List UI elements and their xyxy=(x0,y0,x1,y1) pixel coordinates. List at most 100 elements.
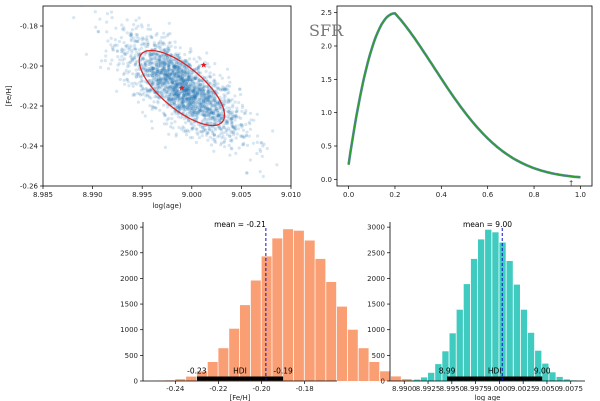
scatter-point xyxy=(175,89,179,93)
scatter-point xyxy=(128,46,132,50)
scatter-point xyxy=(249,118,253,122)
scatter-point xyxy=(184,69,188,73)
scatter-point xyxy=(191,79,195,83)
scatter-point xyxy=(165,73,169,77)
scatter-point xyxy=(153,95,157,99)
scatter-point xyxy=(165,89,169,94)
scatter-point xyxy=(167,65,171,69)
scatter-point xyxy=(150,119,154,123)
scatter-point xyxy=(168,72,172,76)
scatter-point xyxy=(179,77,183,81)
scatter-point xyxy=(134,75,139,79)
scatter-point xyxy=(210,111,214,115)
scatter-point xyxy=(168,85,172,89)
scatter-point xyxy=(109,43,113,47)
scatter-point xyxy=(173,92,177,96)
scatter-point xyxy=(147,62,151,66)
scatter-point xyxy=(149,96,153,100)
scatter-point xyxy=(165,86,169,90)
scatter-point xyxy=(155,78,159,82)
scatter-point xyxy=(171,64,175,68)
red-star-marker xyxy=(200,62,207,68)
scatter-point xyxy=(222,87,226,91)
scatter-point xyxy=(142,43,146,47)
scatter-point xyxy=(172,87,176,91)
scatter-point xyxy=(166,32,170,36)
scatter-point xyxy=(134,62,138,67)
scatter-point xyxy=(129,53,133,58)
scatter-point xyxy=(93,10,97,14)
scatter-point xyxy=(158,62,162,66)
scatter-point xyxy=(192,87,196,91)
scatter-point xyxy=(184,108,188,112)
scatter-point xyxy=(179,78,183,82)
scatter-point xyxy=(165,73,169,78)
scatter-point xyxy=(154,58,158,63)
scatter-point xyxy=(146,89,150,93)
scatter-point xyxy=(126,50,130,55)
scatter-point xyxy=(170,93,174,97)
scatter-point xyxy=(184,85,188,89)
scatter-point xyxy=(146,27,150,31)
scatter-point xyxy=(209,114,213,118)
scatter-point xyxy=(210,108,214,113)
scatter-point xyxy=(163,88,167,92)
scatter-point xyxy=(156,77,160,81)
scatter-point xyxy=(164,62,168,66)
scatter-point xyxy=(115,43,119,47)
scatter-point xyxy=(155,52,159,56)
scatter-point xyxy=(208,94,212,98)
scatter-point xyxy=(164,77,168,81)
scatter-point xyxy=(164,90,168,94)
scatter-point xyxy=(230,121,234,125)
scatter-point xyxy=(234,127,238,131)
scatter-point xyxy=(199,102,203,106)
scatter-point xyxy=(227,100,231,104)
scatter-point xyxy=(177,62,181,66)
scatter-point xyxy=(162,77,166,81)
scatter-point xyxy=(151,51,155,55)
scatter-point xyxy=(158,39,162,43)
sfr-band-line xyxy=(347,11,581,179)
scatter-point xyxy=(172,93,176,97)
scatter-point xyxy=(207,87,211,91)
scatter-point xyxy=(185,87,189,92)
scatter-point xyxy=(175,66,180,70)
scatter-point xyxy=(181,93,186,97)
scatter-point xyxy=(182,94,187,98)
scatter-point xyxy=(240,123,244,127)
scatter-point xyxy=(148,54,152,59)
scatter-point xyxy=(205,121,209,125)
scatter-point xyxy=(111,47,115,51)
scatter-point xyxy=(227,91,231,95)
scatter-point xyxy=(163,61,167,66)
scatter-point xyxy=(174,112,178,116)
scatter-point xyxy=(171,94,175,98)
scatter-point xyxy=(165,71,169,75)
scatter-point xyxy=(195,89,199,93)
scatter-point xyxy=(189,84,193,89)
scatter-point xyxy=(203,117,207,121)
scatter-point xyxy=(169,78,173,82)
scatter-point xyxy=(160,67,164,72)
scatter-point xyxy=(228,99,232,103)
scatter-point xyxy=(168,85,172,89)
scatter-point xyxy=(163,114,167,118)
scatter-point xyxy=(173,64,177,69)
scatter-point xyxy=(197,92,201,97)
scatter-point xyxy=(188,111,192,115)
scatter-point xyxy=(197,100,201,104)
scatter-point xyxy=(231,105,235,109)
scatter-point xyxy=(169,87,173,91)
scatter-point xyxy=(169,97,174,101)
age-hist-ytick-label: 1500 xyxy=(367,301,385,309)
scatter-point xyxy=(151,66,155,70)
scatter-point xyxy=(163,72,167,76)
scatter-point xyxy=(179,70,183,75)
scatter-point xyxy=(180,65,184,69)
scatter-point xyxy=(189,83,193,87)
scatter-point xyxy=(182,109,186,113)
scatter-point xyxy=(195,100,199,104)
age-hist-bar xyxy=(499,242,506,381)
scatter-point xyxy=(163,47,167,51)
